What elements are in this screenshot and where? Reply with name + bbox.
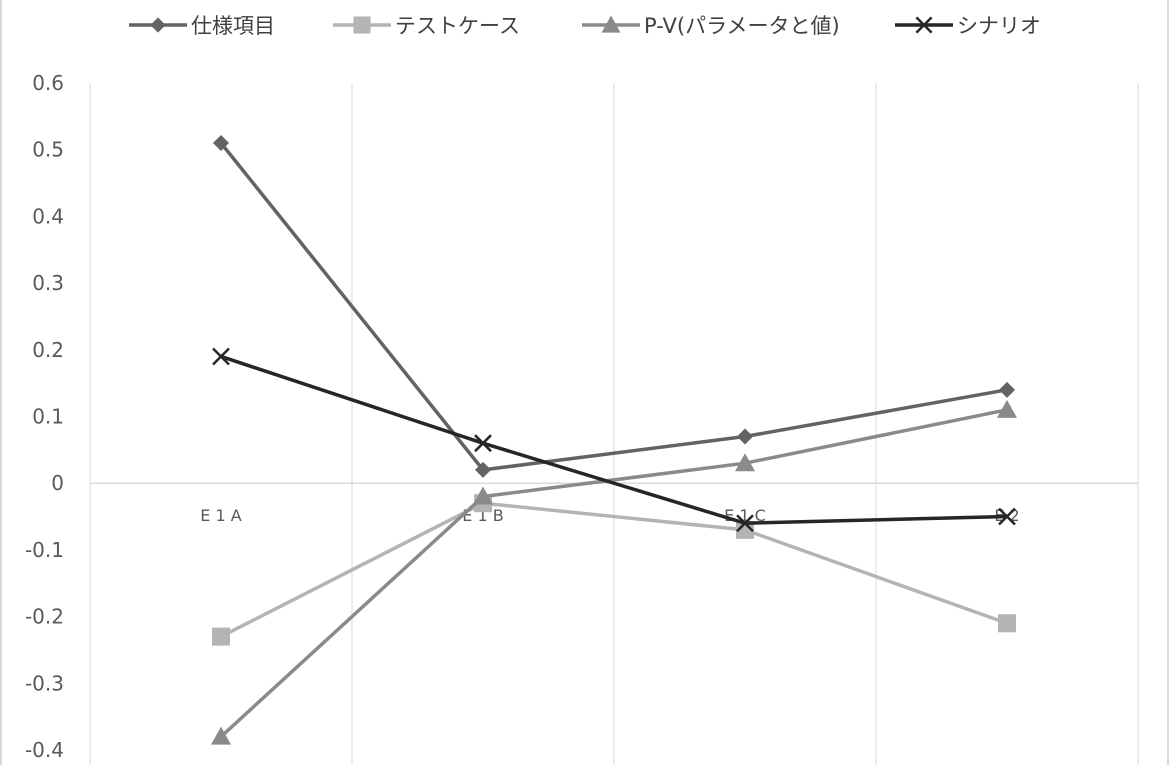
data-point [212,347,230,366]
y-tick-label: 0.3 [32,271,64,295]
legend-item: P-V(パラメータと値) [582,14,840,38]
gridlines [89,83,1139,765]
data-point [211,726,231,745]
legend-marker [150,17,166,33]
y-tick-label: -0.1 [25,538,64,562]
data-point [998,614,1016,633]
data-point [473,486,493,505]
x-marker-stroke [998,507,1016,526]
y-tick-label: 0.5 [32,138,64,162]
legend-label: P-V(パラメータと値) [644,14,840,38]
legend-marker [601,15,621,33]
series-3 [211,399,1017,745]
series-line [219,141,1008,472]
series-line [220,354,1008,525]
y-tick-label: -0.3 [25,671,64,695]
series-plot [211,135,1017,745]
legend-item: テストケース [333,14,520,38]
y-tick-label: 0.1 [32,405,64,429]
x-marker-stroke [915,16,933,34]
series-4 [212,347,1016,533]
series-1 [213,135,1015,478]
legend: 仕様項目 テストケース P-V(パラメータと値) シナリオ [129,14,1041,38]
legend-marker [353,16,371,34]
x-marker-stroke [736,514,754,533]
series-line [219,408,1008,738]
data-point [475,461,491,478]
series-line [220,501,1008,639]
data-point [212,627,230,646]
data-point [998,507,1016,526]
y-tick-label: 0 [51,471,64,495]
legend-item: 仕様項目 [129,14,275,38]
legend-label: テストケース [395,14,520,38]
y-tick-label: 0.2 [32,338,64,362]
x-marker-stroke [212,347,230,366]
legend-label: シナリオ [957,14,1041,38]
y-tick-label: 0.6 [32,71,64,95]
data-point [736,514,754,533]
legend-label: 仕様項目 [191,14,275,38]
data-point [736,520,754,539]
data-point [997,399,1017,418]
data-point [474,434,492,453]
x-tick-label: E 1 A [200,506,241,525]
x-marker-stroke [474,434,492,453]
x-tick-label: E 1 B [462,506,503,525]
data-point [737,428,753,445]
legend-marker [915,16,933,34]
y-tick-label: 0.4 [32,204,64,228]
y-tick-label: -0.2 [25,605,64,629]
y-tick-label: -0.4 [25,738,64,762]
legend-item: シナリオ [895,14,1041,38]
data-point [735,453,755,472]
data-point [213,135,229,152]
data-point [999,381,1015,398]
